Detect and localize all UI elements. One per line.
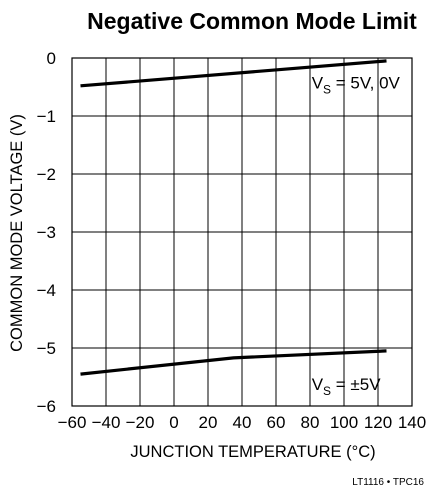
y-axis-label: COMMON MODE VOLTAGE (V) <box>8 114 26 352</box>
plot-frame <box>71 57 413 407</box>
series-line-2 <box>80 349 387 376</box>
y-tick-label: −1 <box>37 107 56 126</box>
chart-title: Negative Common Mode Limit <box>87 8 417 34</box>
x-tick-label: 100 <box>330 413 358 432</box>
y-tick-labels: 0 −1 −2 −3 −4 −5 −6 <box>37 49 56 416</box>
annotation-vs-5v-0v: VS = 5V, 0V <box>312 73 401 96</box>
x-tick-labels: −60 −40 −20 0 20 40 60 80 100 120 140 <box>58 413 427 432</box>
x-tick-label: 40 <box>233 413 252 432</box>
series-line-1 <box>80 59 387 88</box>
x-tick-label: −40 <box>92 413 121 432</box>
series-lines <box>80 59 387 376</box>
x-tick-label: 120 <box>364 413 392 432</box>
x-tick-label: −60 <box>58 413 87 432</box>
y-tick-label: −4 <box>37 281 56 300</box>
y-tick-label: −5 <box>37 339 56 358</box>
x-tick-label: −20 <box>126 413 155 432</box>
x-tick-label: 0 <box>169 413 178 432</box>
annotation-vs-pm5v: VS = ±5V <box>312 375 382 398</box>
y-tick-label: 0 <box>47 49 56 68</box>
y-tick-label: −3 <box>37 223 56 242</box>
figure-code: LT1116 • TPC16 <box>352 477 424 488</box>
x-tick-label: 80 <box>301 413 320 432</box>
x-axis-label: JUNCTION TEMPERATURE (°C) <box>130 443 375 461</box>
x-tick-label: 60 <box>267 413 286 432</box>
grid <box>72 58 412 406</box>
y-tick-label: −2 <box>37 165 56 184</box>
x-tick-label: 140 <box>398 413 426 432</box>
y-tick-label: −6 <box>37 397 56 416</box>
x-tick-label: 20 <box>199 413 218 432</box>
